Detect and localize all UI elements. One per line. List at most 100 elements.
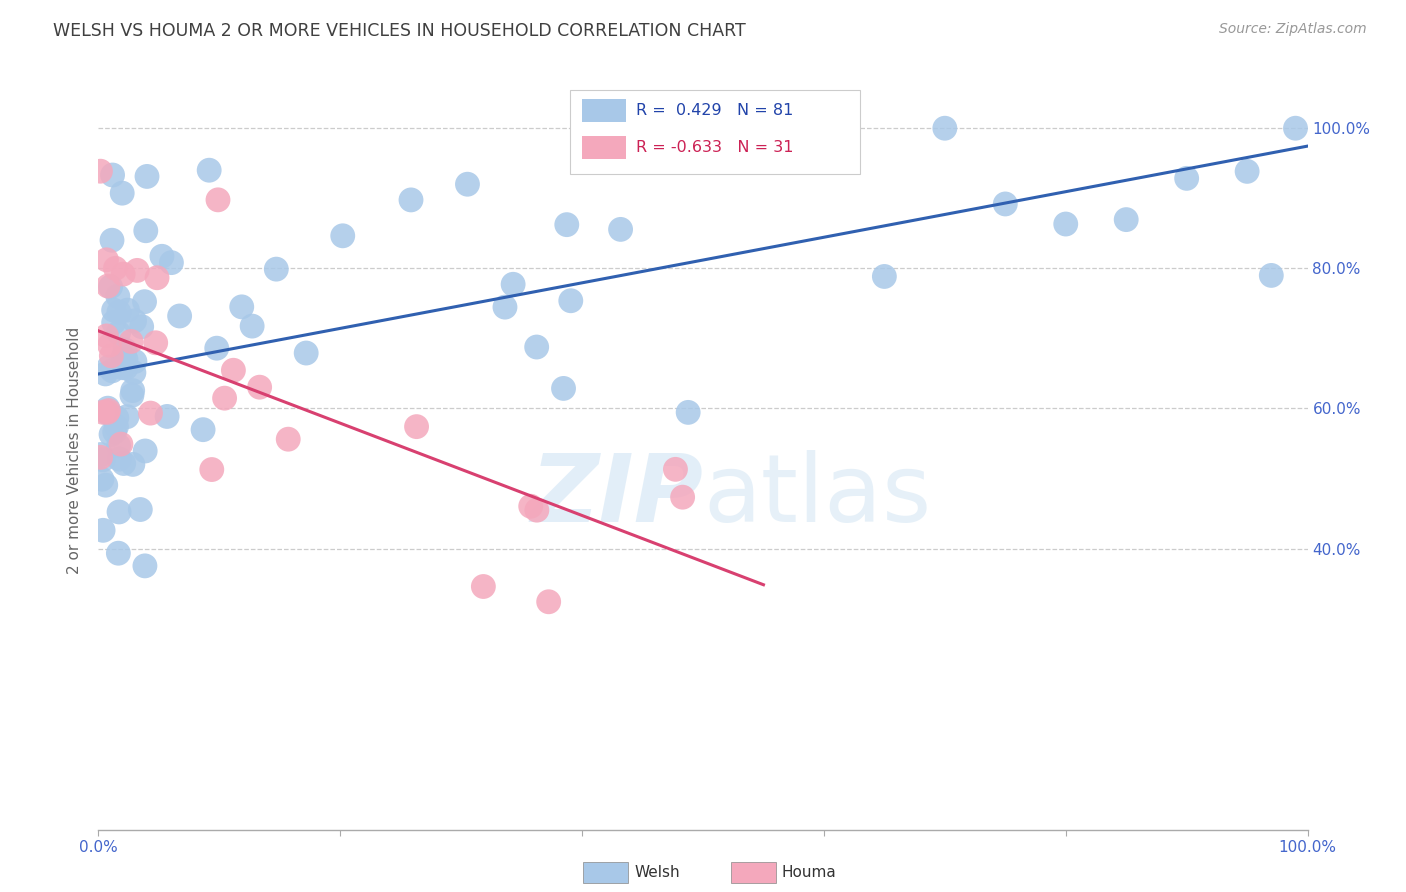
Point <box>112 457 135 471</box>
Point <box>207 193 229 207</box>
Point <box>94 478 117 492</box>
Point <box>555 218 578 232</box>
Point <box>537 595 560 609</box>
Point <box>124 314 146 328</box>
Point <box>121 458 143 472</box>
Point <box>90 448 112 462</box>
Point <box>472 580 495 594</box>
Point <box>97 406 120 420</box>
Text: R =  0.429   N = 81: R = 0.429 N = 81 <box>637 103 794 119</box>
Point <box>150 249 173 263</box>
Point <box>105 411 128 425</box>
Point <box>609 222 631 236</box>
Point <box>201 462 224 476</box>
Point <box>101 233 124 247</box>
Point <box>160 255 183 269</box>
Point <box>813 121 835 136</box>
Point <box>560 293 582 308</box>
Point <box>111 360 134 375</box>
Point <box>121 384 143 398</box>
Point <box>1115 212 1137 227</box>
Point <box>676 405 699 419</box>
Point <box>1236 164 1258 178</box>
Point <box>526 340 548 354</box>
Point <box>131 319 153 334</box>
Point <box>873 269 896 284</box>
Point <box>112 267 135 281</box>
Point <box>108 305 131 319</box>
Point <box>1054 217 1077 231</box>
Point <box>169 309 191 323</box>
Point <box>98 338 121 352</box>
Point <box>277 432 299 446</box>
Point <box>107 326 129 340</box>
Point <box>1284 121 1306 136</box>
Point <box>114 343 136 357</box>
Point <box>94 367 117 381</box>
Point <box>96 329 118 343</box>
Point <box>205 341 228 355</box>
Text: WELSH VS HOUMA 2 OR MORE VEHICLES IN HOUSEHOLD CORRELATION CHART: WELSH VS HOUMA 2 OR MORE VEHICLES IN HOU… <box>53 22 747 40</box>
Point <box>295 346 318 360</box>
Point <box>519 500 541 514</box>
Point <box>91 452 114 467</box>
Point <box>146 270 169 285</box>
Point <box>124 354 146 368</box>
Point <box>101 168 124 182</box>
Text: Source: ZipAtlas.com: Source: ZipAtlas.com <box>1219 22 1367 37</box>
FancyBboxPatch shape <box>582 99 626 122</box>
Point <box>122 366 145 380</box>
Point <box>526 503 548 517</box>
Point <box>399 193 422 207</box>
Point <box>332 228 354 243</box>
Point <box>664 462 686 476</box>
Point <box>108 505 131 519</box>
Point <box>134 294 156 309</box>
Text: R = -0.633   N = 31: R = -0.633 N = 31 <box>637 140 794 154</box>
Point <box>111 186 134 201</box>
Point <box>108 452 131 467</box>
Point <box>100 427 122 442</box>
Point <box>103 303 125 318</box>
Point <box>249 380 271 394</box>
Point <box>97 360 120 375</box>
Point <box>121 388 143 402</box>
Point <box>112 350 135 364</box>
Point <box>91 405 114 419</box>
Point <box>657 121 679 136</box>
Point <box>405 419 427 434</box>
Point <box>1175 171 1198 186</box>
Point <box>89 164 111 178</box>
Point <box>994 197 1017 211</box>
Point <box>104 261 127 276</box>
Text: Houma: Houma <box>782 865 837 880</box>
Point <box>115 352 138 367</box>
Point <box>127 263 149 277</box>
Point <box>100 280 122 294</box>
Text: Welsh: Welsh <box>634 865 679 880</box>
Point <box>105 419 128 434</box>
Point <box>107 439 129 453</box>
FancyBboxPatch shape <box>569 90 860 174</box>
Point <box>104 425 127 439</box>
Text: atlas: atlas <box>703 450 931 542</box>
Point <box>107 546 129 560</box>
Point <box>214 391 236 405</box>
Point <box>1260 268 1282 283</box>
Point <box>135 224 157 238</box>
Point <box>672 490 695 504</box>
Point <box>198 163 221 178</box>
Point <box>91 524 114 538</box>
Point <box>101 364 124 378</box>
Point <box>134 444 156 458</box>
Y-axis label: 2 or more Vehicles in Household: 2 or more Vehicles in Household <box>67 326 83 574</box>
Point <box>115 409 138 424</box>
Point <box>502 277 524 292</box>
Point <box>96 405 118 419</box>
Point <box>145 335 167 350</box>
Point <box>103 316 125 330</box>
Point <box>117 303 139 318</box>
Point <box>231 300 253 314</box>
Point <box>97 279 120 293</box>
Point <box>553 381 575 395</box>
